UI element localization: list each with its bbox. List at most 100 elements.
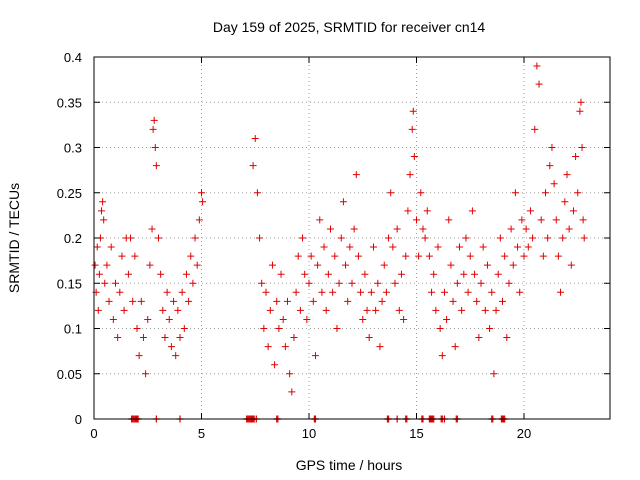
y-tick-label: 0.25	[57, 186, 82, 201]
data-point	[172, 352, 180, 360]
data-point	[410, 153, 418, 161]
data-point	[262, 288, 270, 296]
data-point	[346, 243, 354, 251]
data-point	[275, 325, 283, 332]
data-point	[447, 261, 455, 269]
data-point	[572, 153, 580, 161]
data-point	[438, 352, 446, 360]
data-point	[284, 297, 291, 305]
data-point	[170, 297, 178, 305]
data-point	[152, 162, 160, 170]
data-point	[303, 315, 311, 323]
data-point	[320, 243, 328, 251]
data-point	[559, 234, 567, 242]
data-point	[511, 189, 519, 197]
data-point	[503, 334, 511, 342]
data-point	[129, 297, 137, 305]
y-tick-label: 0.35	[57, 95, 82, 110]
data-point	[107, 243, 115, 251]
data-point	[468, 207, 476, 215]
data-point	[157, 270, 165, 278]
data-point	[550, 180, 558, 188]
y-tick-label: 0	[75, 412, 82, 427]
data-point	[100, 216, 108, 224]
data-point	[537, 216, 545, 224]
data-point	[271, 361, 279, 369]
data-point	[316, 216, 324, 224]
data-point	[149, 125, 157, 133]
x-tick-label: 20	[517, 426, 531, 441]
chart-title: Day 159 of 2025, SRMTID for receiver cn1…	[213, 19, 486, 35]
data-point	[542, 189, 549, 197]
data-point	[425, 252, 433, 260]
data-point	[574, 189, 582, 197]
data-point	[488, 288, 496, 296]
data-point	[453, 279, 461, 287]
data-point	[258, 279, 266, 287]
data-point	[518, 216, 526, 224]
data-point	[423, 207, 431, 215]
data-point	[335, 279, 343, 287]
data-point	[301, 270, 309, 278]
x-axis-label: GPS time / hours	[296, 457, 403, 473]
data-point	[286, 370, 294, 378]
data-point	[524, 243, 532, 251]
data-point	[389, 243, 397, 251]
data-point	[531, 125, 539, 133]
data-point	[142, 370, 150, 378]
data-point	[264, 343, 272, 351]
data-point	[440, 288, 448, 296]
data-point	[415, 252, 423, 260]
data-point	[505, 279, 513, 287]
data-point	[516, 288, 524, 296]
data-point	[395, 306, 403, 314]
data-point	[509, 261, 517, 269]
data-point	[178, 288, 186, 296]
data-point	[144, 315, 152, 323]
data-point	[372, 306, 380, 314]
data-point	[311, 352, 319, 360]
data-point	[475, 334, 483, 342]
data-point	[443, 315, 451, 323]
x-tick-label: 15	[409, 426, 423, 441]
data-point	[552, 216, 560, 224]
data-point	[281, 343, 289, 351]
data-point	[458, 306, 466, 314]
data-point	[569, 207, 577, 215]
data-point	[342, 261, 350, 269]
data-point	[387, 189, 395, 197]
data-point	[174, 306, 182, 314]
data-point	[363, 306, 371, 314]
data-point	[576, 107, 584, 115]
data-point	[150, 116, 158, 124]
data-point	[546, 162, 554, 170]
data-point	[526, 207, 534, 215]
y-tick-label: 0.05	[57, 367, 82, 382]
data-point	[406, 171, 414, 179]
data-point	[397, 270, 405, 278]
data-point	[314, 261, 322, 269]
data-point	[449, 297, 457, 305]
data-point	[199, 198, 207, 206]
data-point	[579, 216, 587, 224]
data-point	[464, 288, 472, 296]
data-point	[380, 261, 388, 269]
data-point	[333, 325, 341, 332]
data-point	[481, 306, 489, 314]
data-point	[109, 315, 117, 323]
data-point	[165, 315, 173, 323]
data-point	[378, 297, 386, 305]
data-point	[273, 297, 281, 305]
data-point	[466, 252, 474, 260]
data-point	[344, 297, 352, 305]
data-point	[561, 198, 569, 206]
data-point	[114, 334, 122, 342]
data-point	[357, 288, 365, 296]
data-point	[318, 288, 326, 296]
data-point	[473, 297, 481, 305]
data-point	[348, 279, 356, 287]
data-point	[490, 370, 498, 378]
data-point	[391, 279, 399, 287]
